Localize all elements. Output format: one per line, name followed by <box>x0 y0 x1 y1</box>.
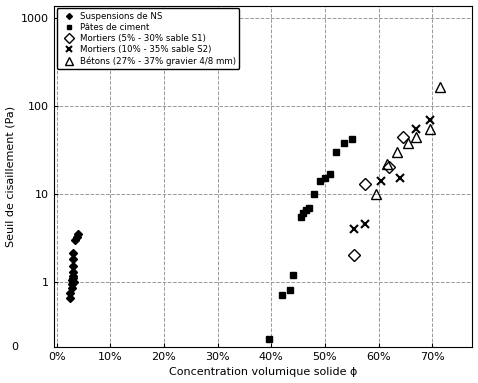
Mortiers (5% - 30% sable S1) <box>386 165 392 170</box>
Suspensions de NS <box>67 290 73 295</box>
Suspensions de NS <box>69 286 75 290</box>
Suspensions de NS <box>70 276 76 280</box>
Pâtes de ciment <box>298 214 304 219</box>
Suspensions de NS <box>70 251 76 256</box>
Legend: Suspensions de NS, Pâtes de ciment, Mortiers (5% - 30% sable S1), Mortiers (10% : Suspensions de NS, Pâtes de ciment, Mort… <box>56 8 239 69</box>
Suspensions de NS <box>70 269 76 274</box>
Suspensions de NS <box>69 278 75 282</box>
Pâtes de ciment <box>333 150 338 154</box>
Text: 0: 0 <box>11 342 18 352</box>
Bétons (27% - 37% gravier 4/8 mm) <box>413 134 419 139</box>
Suspensions de NS <box>69 282 75 286</box>
Pâtes de ciment <box>322 176 328 181</box>
Mortiers (5% - 30% sable S1) <box>351 253 357 257</box>
Bétons (27% - 37% gravier 4/8 mm) <box>437 85 443 89</box>
Mortiers (10% - 35% sable S2) <box>362 222 368 227</box>
Pâtes de ciment <box>327 171 333 176</box>
Mortiers (5% - 30% sable S1) <box>400 134 405 139</box>
Bétons (27% - 37% gravier 4/8 mm) <box>384 162 390 166</box>
Pâtes de ciment <box>306 205 312 210</box>
Mortiers (10% - 35% sable S2) <box>413 127 419 131</box>
Bétons (27% - 37% gravier 4/8 mm) <box>405 141 411 145</box>
Pâtes de ciment <box>341 141 347 145</box>
Mortiers (10% - 35% sable S2) <box>397 176 403 181</box>
Line: Suspensions de NS: Suspensions de NS <box>67 231 81 301</box>
Pâtes de ciment <box>266 337 272 342</box>
Pâtes de ciment <box>290 272 295 277</box>
Suspensions de NS <box>74 235 80 240</box>
Line: Mortiers (5% - 30% sable S1): Mortiers (5% - 30% sable S1) <box>350 133 407 259</box>
Bétons (27% - 37% gravier 4/8 mm) <box>394 150 400 154</box>
Mortiers (5% - 30% sable S1) <box>362 182 368 186</box>
Pâtes de ciment <box>287 288 293 293</box>
X-axis label: Concentration volumique solide ϕ: Concentration volumique solide ϕ <box>169 367 358 377</box>
Line: Mortiers (10% - 35% sable S2): Mortiers (10% - 35% sable S2) <box>350 116 434 233</box>
Suspensions de NS <box>71 279 76 284</box>
Pâtes de ciment <box>279 293 285 298</box>
Bétons (27% - 37% gravier 4/8 mm) <box>427 127 433 131</box>
Pâtes de ciment <box>311 192 317 196</box>
Suspensions de NS <box>70 264 76 268</box>
Y-axis label: Seuil de cisaillement (Pa): Seuil de cisaillement (Pa) <box>6 106 16 247</box>
Line: Pâtes de ciment: Pâtes de ciment <box>266 136 355 342</box>
Pâtes de ciment <box>349 137 355 141</box>
Mortiers (10% - 35% sable S2) <box>427 118 433 122</box>
Suspensions de NS <box>70 274 76 279</box>
Suspensions de NS <box>67 296 73 300</box>
Mortiers (10% - 35% sable S2) <box>351 226 357 231</box>
Suspensions de NS <box>70 257 76 262</box>
Bétons (27% - 37% gravier 4/8 mm) <box>373 192 379 196</box>
Suspensions de NS <box>73 237 78 242</box>
Suspensions de NS <box>75 232 81 236</box>
Mortiers (10% - 35% sable S2) <box>379 179 384 183</box>
Pâtes de ciment <box>301 211 306 216</box>
Line: Bétons (27% - 37% gravier 4/8 mm): Bétons (27% - 37% gravier 4/8 mm) <box>371 82 445 199</box>
Pâtes de ciment <box>316 179 322 183</box>
Suspensions de NS <box>70 279 76 284</box>
Pâtes de ciment <box>303 208 309 213</box>
